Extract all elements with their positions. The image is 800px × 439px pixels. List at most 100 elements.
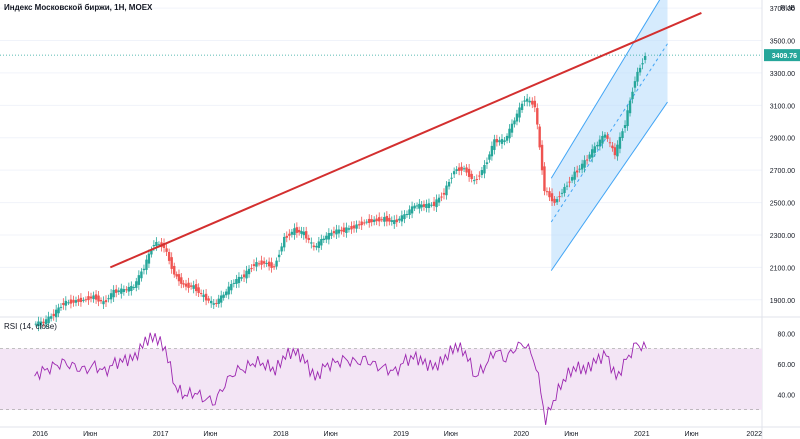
candle-body: [626, 110, 629, 127]
candle-body: [420, 204, 423, 208]
candle-body: [59, 306, 63, 308]
candle-body: [335, 229, 338, 235]
candle-body: [528, 100, 531, 103]
candle-body: [262, 261, 266, 264]
candle-body: [340, 229, 343, 232]
candle-body: [87, 296, 90, 301]
candle-body: [488, 154, 491, 160]
candle-body: [550, 193, 554, 202]
candle-body: [283, 236, 286, 248]
candle-body: [460, 166, 463, 171]
candle-body: [548, 191, 551, 198]
candle-body: [270, 262, 273, 268]
candle-body: [533, 100, 537, 108]
candle-body: [585, 159, 589, 161]
candle-body: [365, 221, 368, 223]
candle-body: [288, 233, 291, 236]
candle-body: [598, 139, 602, 147]
candle-body: [413, 205, 416, 209]
candle-body: [375, 218, 378, 222]
candle-body: [591, 149, 594, 158]
candle-body: [345, 227, 348, 233]
candle-body: [280, 246, 283, 252]
candle-body: [631, 91, 634, 100]
candle-body: [473, 180, 476, 182]
candle-body: [578, 168, 581, 170]
price-tick-label: 2500.00: [770, 201, 795, 208]
candle-body: [157, 244, 161, 246]
price-tick-label: 3500.00: [770, 39, 795, 46]
candle-body: [69, 299, 73, 304]
time-tick-label: Июн: [444, 431, 458, 438]
candle-body: [115, 289, 118, 293]
price-tick-label: 3700.00: [770, 6, 795, 13]
channel-upper-line: [550, 0, 661, 179]
rsi-band: [0, 348, 762, 410]
candle-body: [350, 225, 353, 230]
candle-body: [450, 177, 453, 179]
rsi-tick-label: 80.00: [777, 331, 795, 338]
candle-body: [104, 300, 108, 303]
candle-body: [360, 221, 363, 226]
candle-body: [307, 237, 310, 241]
candle-body: [393, 220, 396, 225]
candle-body: [315, 245, 318, 248]
candle-body: [495, 138, 499, 143]
candle-body: [337, 229, 341, 234]
candle-body: [462, 168, 466, 170]
candle-body: [536, 108, 539, 125]
candle-body: [182, 283, 185, 285]
candle-body: [520, 103, 524, 110]
candle-body: [593, 146, 596, 153]
candle-body: [305, 231, 308, 239]
candle-body: [508, 128, 511, 139]
candle-body: [260, 260, 263, 265]
candle-body: [363, 222, 366, 224]
candle-body: [173, 265, 176, 275]
time-tick-label: Июн: [203, 431, 217, 438]
candle-body: [199, 292, 203, 294]
time-tick-label: Июн: [684, 431, 698, 438]
candle-body: [523, 100, 526, 102]
candle-body: [525, 98, 529, 102]
candle-body: [170, 257, 173, 269]
candle-body: [415, 205, 419, 207]
candle-body: [109, 293, 113, 300]
candle-body: [493, 139, 496, 150]
candle-body: [385, 215, 389, 222]
candle-body: [165, 248, 168, 252]
candle-body: [120, 288, 123, 294]
candle-body: [395, 219, 398, 223]
candle-body: [112, 289, 115, 298]
time-tick-label: Июн: [324, 431, 338, 438]
candle-body: [107, 298, 110, 300]
candle-body: [467, 168, 471, 177]
candle-body: [500, 139, 504, 144]
candle-body: [568, 181, 571, 183]
candle-body: [405, 213, 409, 215]
candle-body: [322, 238, 325, 241]
candle-body: [84, 299, 88, 301]
candle-body: [317, 241, 321, 248]
candle-body: [352, 225, 356, 229]
current-price-label: 3409.76: [772, 53, 797, 60]
candle-body: [184, 283, 188, 287]
candle-body: [89, 296, 93, 299]
candle-body: [275, 260, 278, 267]
candle-body: [553, 198, 556, 203]
candle-body: [54, 309, 58, 318]
candle-body: [543, 166, 546, 192]
rsi-tick-label: 60.00: [777, 362, 795, 369]
candle-body: [285, 235, 288, 238]
candle-body: [300, 231, 303, 234]
candle-body: [94, 294, 98, 300]
candle-body: [603, 134, 607, 138]
candle-body: [202, 294, 205, 298]
candle-body: [187, 282, 190, 288]
time-tick-label: Июн: [83, 431, 97, 438]
candle-body: [72, 299, 75, 303]
candle-body: [418, 203, 421, 209]
candle-body: [633, 81, 637, 88]
time-tick-label: 2019: [393, 431, 409, 438]
